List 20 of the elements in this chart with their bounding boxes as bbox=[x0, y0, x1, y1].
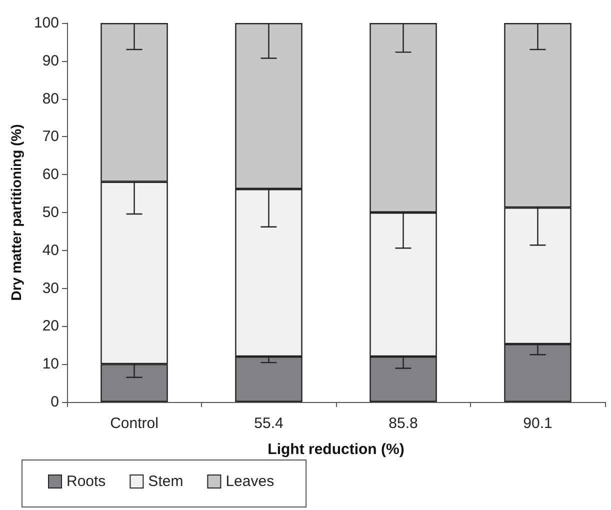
legend-label: Roots bbox=[66, 473, 106, 490]
y-tick-label: 30 bbox=[42, 280, 59, 297]
x-tick-label: 90.1 bbox=[523, 415, 552, 432]
y-tick-label: 50 bbox=[42, 204, 59, 221]
y-tick-label: 0 bbox=[50, 394, 59, 410]
legend-label: Stem bbox=[148, 473, 184, 490]
y-axis-title: Dry matter partitioning (%) bbox=[8, 124, 24, 301]
y-tick-label: 70 bbox=[42, 128, 59, 146]
x-tick-label: Control bbox=[110, 415, 158, 432]
y-tick-label: 80 bbox=[42, 90, 59, 108]
x-tick-label: 55.4 bbox=[254, 415, 284, 432]
y-tick-label: 40 bbox=[42, 242, 59, 259]
y-tick-label: 100 bbox=[34, 14, 59, 32]
y-tick-label: 10 bbox=[42, 356, 59, 373]
legend-label: Leaves bbox=[226, 473, 274, 490]
y-tick-label: 20 bbox=[42, 318, 59, 335]
y-tick-label: 60 bbox=[42, 166, 59, 184]
y-tick-label: 90 bbox=[42, 52, 59, 70]
x-tick-label: 85.8 bbox=[388, 415, 418, 432]
x-axis-title: Light reduction (%) bbox=[268, 441, 404, 458]
